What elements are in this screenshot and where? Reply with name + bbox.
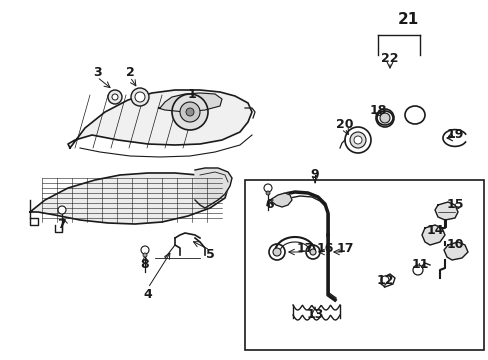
Circle shape bbox=[108, 90, 122, 104]
Text: 21: 21 bbox=[397, 13, 418, 27]
Text: 10: 10 bbox=[446, 238, 463, 252]
Polygon shape bbox=[68, 90, 251, 148]
Text: 19: 19 bbox=[446, 129, 463, 141]
Polygon shape bbox=[158, 93, 222, 112]
Text: 9: 9 bbox=[310, 168, 319, 181]
Text: 12: 12 bbox=[375, 274, 393, 287]
Text: 15: 15 bbox=[446, 198, 463, 211]
Text: 6: 6 bbox=[265, 198, 274, 211]
Circle shape bbox=[349, 132, 365, 148]
Text: 17: 17 bbox=[336, 242, 353, 255]
Circle shape bbox=[180, 102, 200, 122]
Circle shape bbox=[135, 92, 145, 102]
Polygon shape bbox=[269, 193, 291, 207]
Text: 7: 7 bbox=[58, 219, 66, 231]
Text: 5: 5 bbox=[205, 248, 214, 261]
Polygon shape bbox=[434, 202, 457, 220]
Circle shape bbox=[141, 246, 149, 254]
Circle shape bbox=[58, 206, 66, 214]
Circle shape bbox=[131, 88, 149, 106]
Text: 3: 3 bbox=[93, 66, 101, 78]
Text: 4: 4 bbox=[143, 288, 152, 302]
Circle shape bbox=[412, 265, 422, 275]
Polygon shape bbox=[443, 242, 467, 260]
Circle shape bbox=[309, 249, 315, 255]
Circle shape bbox=[142, 253, 147, 257]
Text: 18: 18 bbox=[368, 104, 386, 117]
Circle shape bbox=[380, 276, 388, 284]
Circle shape bbox=[272, 248, 281, 256]
Text: 16: 16 bbox=[316, 242, 333, 255]
Text: 22: 22 bbox=[381, 51, 398, 64]
Circle shape bbox=[379, 113, 389, 123]
Polygon shape bbox=[195, 168, 231, 208]
Circle shape bbox=[185, 108, 194, 116]
Text: 1: 1 bbox=[187, 89, 196, 102]
Text: 17: 17 bbox=[296, 242, 313, 255]
Polygon shape bbox=[30, 173, 227, 224]
Text: 8: 8 bbox=[141, 258, 149, 271]
Circle shape bbox=[264, 184, 271, 192]
Bar bbox=[244, 180, 483, 350]
Circle shape bbox=[353, 136, 361, 144]
Polygon shape bbox=[421, 225, 444, 245]
Text: 2: 2 bbox=[125, 66, 134, 78]
Circle shape bbox=[172, 94, 207, 130]
Circle shape bbox=[265, 191, 269, 195]
Text: 11: 11 bbox=[410, 258, 428, 271]
Text: 13: 13 bbox=[305, 309, 323, 321]
Circle shape bbox=[112, 94, 118, 100]
Text: 20: 20 bbox=[336, 118, 353, 131]
Text: 14: 14 bbox=[426, 224, 443, 237]
